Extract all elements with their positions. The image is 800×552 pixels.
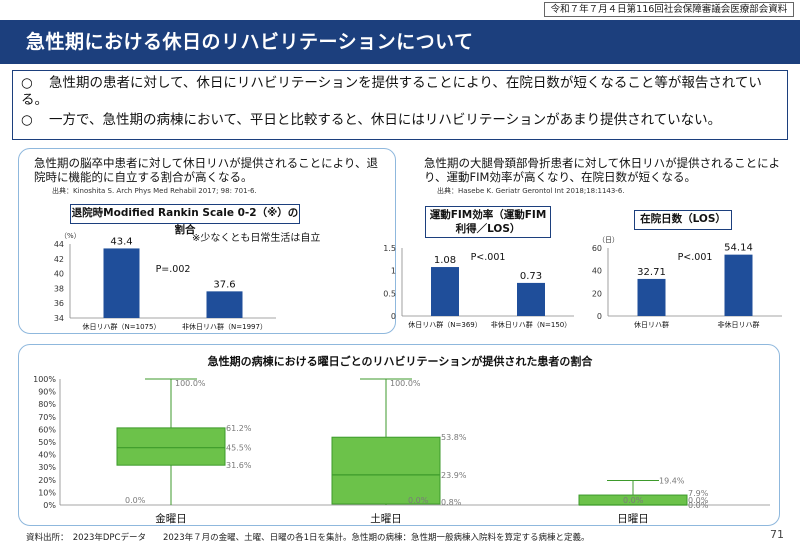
los-category-label: 非休日リハ群 [718, 320, 760, 329]
rankin-y-tick: 44 [54, 240, 64, 249]
los-y-tick: 0 [597, 312, 602, 321]
rankin-y-tick: 42 [54, 255, 64, 264]
boxplot-y-tick: 80% [38, 400, 56, 409]
los-y-tick: 20 [592, 289, 602, 298]
boxplot-y-tick: 10% [38, 488, 56, 497]
boxplot-y-tick: 40% [38, 451, 56, 460]
rankin-y-tick: 38 [54, 284, 64, 293]
boxplot-y-tick: 100% [33, 375, 56, 384]
summary-bullet-1: ○ [21, 75, 33, 91]
boxplot-title: 急性期の病棟における曜日ごとのリハビリテーションが提供された患者の割合 [208, 354, 594, 368]
hip-study-text: 急性期の大腿骨頚部骨折患者に対して休日リハが提供されることにより、運動FIM効率… [424, 156, 781, 184]
rankin-value-label: 37.6 [213, 279, 235, 290]
page-title: 急性期における休日のリハビリテーションについて [0, 20, 800, 64]
rankin-bar [206, 291, 243, 318]
boxplot-category-label: 日曜日 [617, 513, 649, 525]
boxplot-label-q1: 31.6% [226, 461, 252, 470]
summary-text-2: 一方で、急性期の病棟において、平日と比較すると、休日にはリハビリテーションがあま… [49, 112, 722, 128]
boxplot-category-label: 金曜日 [155, 512, 187, 525]
fim-bar [517, 282, 545, 316]
boxplot-label-max: 100.0% [390, 379, 421, 388]
page-number: 71 [770, 528, 784, 541]
weekday-box-plot: 急性期の病棟における曜日ごとのリハビリテーションが提供された患者の割合 0% 10%… [33, 354, 770, 525]
boxplot-label-q1: 0.8% [441, 498, 462, 507]
stroke-study-text: 急性期の脳卒中患者に対して休日リハが提供されることにより、退院時に機能的に自立す… [34, 156, 378, 184]
rankin-bar-chart: （%） 34 36 38 40 42 44 43.4 休日リハ群（N=1075） 37.6 非休日リ… [54, 232, 276, 331]
summary-bullet-2: ○ [21, 112, 33, 128]
summary-box: ○ 急性期の患者に対して、休日にリハビリテーションを提供することにより、在院日数が… [12, 70, 788, 140]
fim-category-label: 非休日リハ群（N=150） [491, 320, 571, 329]
rankin-chart-title: 退院時Modified Rankin Scale 0-2（※）の割合 [70, 204, 300, 236]
rankin-category-label: 休日リハ群（N=1075） [83, 322, 161, 331]
boxplot-label-median: 0.0% [688, 496, 709, 505]
boxplot-category-label: 土曜日 [370, 512, 402, 525]
boxplot-label-q3: 7.9% [688, 489, 709, 498]
rankin-category-label: 非休日リハ群（N=1997） [182, 322, 267, 331]
boxplot-label-median: 45.5% [226, 444, 252, 453]
fim-p-value: P<.001 [471, 252, 506, 263]
los-y-tick: 40 [592, 267, 602, 276]
boxplot-box [116, 427, 226, 466]
boxplot-label-max: 100.0% [175, 379, 206, 388]
fim-y-tick: 1.5 [383, 244, 396, 253]
fim-bar [431, 267, 459, 316]
boxplot-y-tick: 90% [38, 388, 56, 397]
los-bar-chart: （日） 0 20 40 60 32.71 休日リハ群 54.14 非休日リハ群 P<.001 [592, 236, 782, 329]
fim-chart-title: 運動FIM効率（運動FIM利得／LOS） [425, 206, 551, 238]
fim-y-tick: 1 [391, 267, 396, 276]
summary-text-1: 急性期の患者に対して、休日にリハビリテーションを提供することにより、在院日数が短… [21, 75, 762, 108]
rankin-chart-note: ※少なくとも日常生活は自立 [192, 233, 321, 244]
rankin-value-label: 43.4 [110, 236, 132, 247]
fim-value-label: 1.08 [434, 255, 456, 266]
boxplot-label-q1: 0.0% [623, 496, 644, 505]
stroke-study-citation: 出典：Kinoshita S. Arch Phys Med Rehabil 20… [52, 187, 257, 195]
boxplot-label-max: 19.4% [659, 477, 685, 486]
los-bar [724, 254, 753, 316]
rankin-bar [103, 248, 140, 318]
los-category-label: 休日リハ群 [634, 320, 669, 329]
summary-line-1: ○ 急性期の患者に対して、休日にリハビリテーションを提供することにより、在院日数が… [21, 75, 779, 109]
los-y-tick: 60 [592, 244, 602, 253]
los-value-label: 54.14 [724, 243, 753, 254]
los-p-value: P<.001 [678, 252, 713, 263]
fim-y-tick: 0.5 [383, 289, 396, 298]
boxplot-y-tick: 30% [38, 463, 56, 472]
source-note: 資料出所： 2023年DPCデータ 2023年７月の金曜、土曜、日曜の各1日を集… [26, 533, 590, 543]
hip-study-citation: 出典：Hasebe K. Geriatr Gerontol Int 2018;1… [437, 187, 625, 195]
meeting-label: 令和７年７月４日第116回社会保障審議会医療部会資料 [544, 2, 794, 17]
boxplot-y-tick: 70% [38, 413, 56, 422]
boxplot-label-min: 0.0% [408, 496, 429, 505]
summary-line-2: ○ 一方で、急性期の病棟において、平日と比較すると、休日にはリハビリテーションがあ… [21, 112, 779, 129]
los-y-unit: （日） [598, 236, 619, 244]
boxplot-label-min: 0.0% [688, 501, 709, 510]
los-value-label: 32.71 [637, 267, 666, 278]
boxplot-y-tick: 20% [38, 476, 56, 485]
rankin-p-value: P=.002 [156, 264, 191, 275]
rankin-y-unit: （%） [60, 232, 81, 240]
fim-y-tick: 0 [391, 312, 396, 321]
boxplot-label-q3: 61.2% [226, 424, 252, 433]
los-bar [637, 278, 666, 316]
los-chart-title: 在院日数（LOS） [634, 210, 732, 230]
boxplot-y-tick: 60% [38, 425, 56, 434]
boxplot-box [331, 436, 441, 505]
rankin-y-tick: 36 [54, 299, 64, 308]
fim-category-label: 休日リハ群（N=369） [408, 320, 481, 329]
boxplot-label-q3: 53.8% [441, 433, 467, 442]
boxplot-y-tick: 50% [38, 438, 56, 447]
rankin-y-tick: 34 [54, 314, 64, 323]
fim-value-label: 0.73 [520, 271, 542, 282]
boxplot-label-min: 0.0% [125, 496, 146, 505]
boxplot-label-median: 23.9% [441, 471, 467, 480]
boxplot-y-tick: 0% [43, 501, 56, 510]
fim-bar-chart: 0 0.5 1 1.5 1.08 休日リハ群（N=369） 0.73 非休日リハ群（N=150… [383, 244, 574, 329]
rankin-y-tick: 40 [54, 270, 64, 279]
